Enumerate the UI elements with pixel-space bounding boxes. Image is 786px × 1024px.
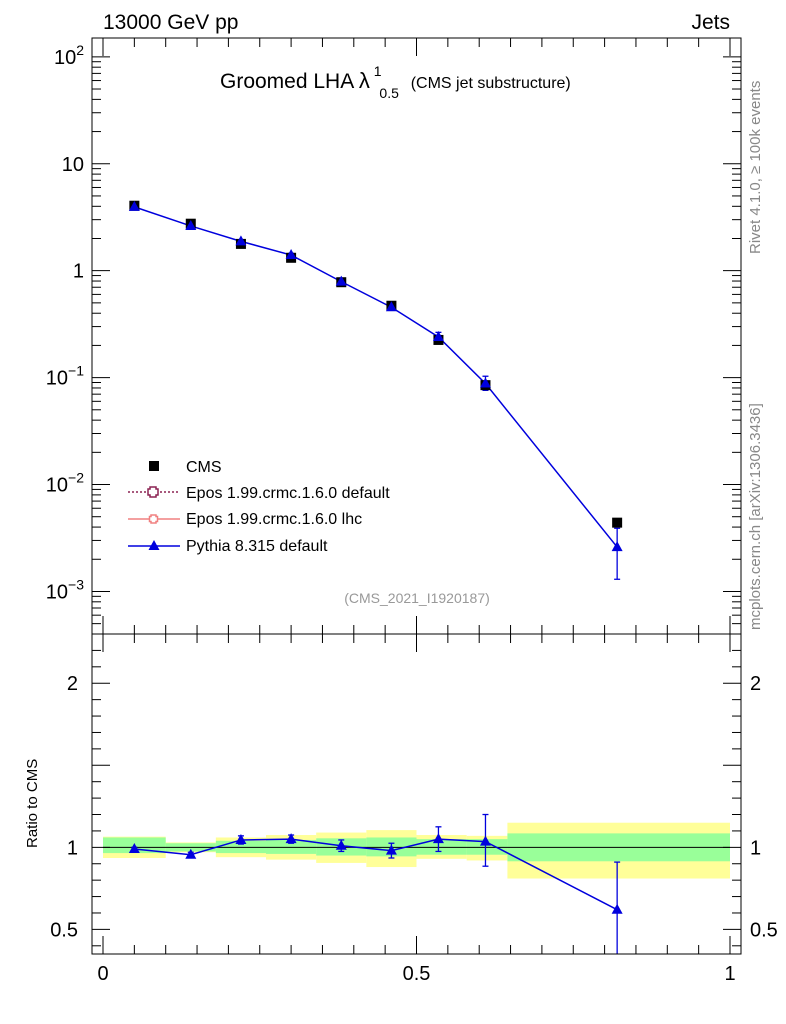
ratio-y-tick-label: 0.5 — [50, 919, 78, 941]
legend-marker-cms — [149, 461, 159, 471]
main-y-tick-label: 10−2 — [46, 470, 84, 497]
ratio-pythia-point — [185, 848, 197, 859]
main-y-tick-label: 10 — [62, 154, 84, 176]
pythia-point — [128, 200, 140, 211]
ratio-y-axis-label: Ratio to CMS — [24, 759, 41, 848]
ratio-x-tick-label: 1 — [724, 963, 735, 985]
legend-label-epos-lhc: Epos 1.99.crmc.1.6.0 lhc — [186, 511, 362, 528]
title-symbol: λ — [359, 68, 370, 93]
legend: CMS Epos 1.99.crmc.1.6.0 default Epos 1.… — [128, 459, 390, 555]
ratio-y-tick-label-right: 2 — [750, 673, 761, 695]
title-subscript: 0.5 — [379, 85, 399, 101]
ratio-y-tick-label-right: 1 — [750, 837, 761, 859]
main-y-tick-label: 10−3 — [46, 576, 84, 603]
header-energy: 13000 GeV pp — [103, 11, 238, 34]
pythia-point — [285, 249, 297, 260]
pythia-point — [479, 377, 491, 388]
legend-marker-epos-lhc — [148, 514, 159, 524]
main-plot: 102 10 1 10−1 10−2 10−3 — [46, 38, 741, 635]
pythia-point — [385, 301, 397, 312]
legend-label-pythia: Pythia 8.315 default — [186, 538, 328, 555]
ratio-pythia-point — [611, 903, 623, 914]
main-y-tick-label: 10−1 — [46, 363, 84, 390]
ratio-x-tick-label: 0.5 — [403, 963, 431, 985]
ratio-pythia-point — [432, 833, 444, 844]
legend-label-cms: CMS — [186, 459, 222, 476]
main-y-tick-label: 102 — [54, 42, 84, 69]
pythia-point — [335, 275, 347, 286]
ratio-pythia-point — [385, 844, 397, 855]
analysis-id: (CMS_2021_I1920187) — [344, 590, 490, 606]
cms-data-point — [612, 517, 623, 528]
title-superscript: 1 — [374, 63, 382, 79]
pythia-point — [185, 219, 197, 230]
main-y-tick-label: 1 — [73, 261, 84, 283]
ratio-plot: 2 2 1 1 0.5 0.5 0 0.5 1 — [50, 633, 778, 985]
title-main: Groomed LHA — [220, 70, 354, 93]
ratio-pythia-point — [285, 833, 297, 844]
header-process: Jets — [691, 11, 730, 34]
mcplots-label: mcplots.cern.ch [arXiv:1306.3436] — [747, 403, 764, 630]
ratio-pythia-point — [235, 833, 247, 844]
pythia-point — [611, 541, 623, 552]
rivet-version-label: Rivet 4.1.0, ≥ 100k events — [747, 81, 764, 254]
ratio-pythia-point — [479, 835, 491, 846]
ratio-y-tick-label-right: 0.5 — [750, 919, 778, 941]
pythia-point — [235, 235, 247, 246]
legend-marker-pythia — [148, 540, 160, 550]
ratio-y-tick-label: 1 — [67, 837, 78, 859]
ratio-pythia-point — [335, 839, 347, 850]
ratio-plot-frame — [91, 633, 742, 955]
title-tail: (CMS jet substructure) — [411, 75, 571, 92]
ratio-pythia-point — [128, 842, 140, 853]
legend-marker-epos-default — [147, 486, 159, 498]
ratio-x-tick-label: 0 — [97, 963, 108, 985]
pythia-point — [432, 330, 444, 341]
plot-title: Groomed LHA λ 1 0.5 (CMS jet substructur… — [220, 58, 571, 103]
ratio-y-tick-label: 2 — [67, 673, 78, 695]
legend-label-epos-default: Epos 1.99.crmc.1.6.0 default — [186, 485, 390, 502]
